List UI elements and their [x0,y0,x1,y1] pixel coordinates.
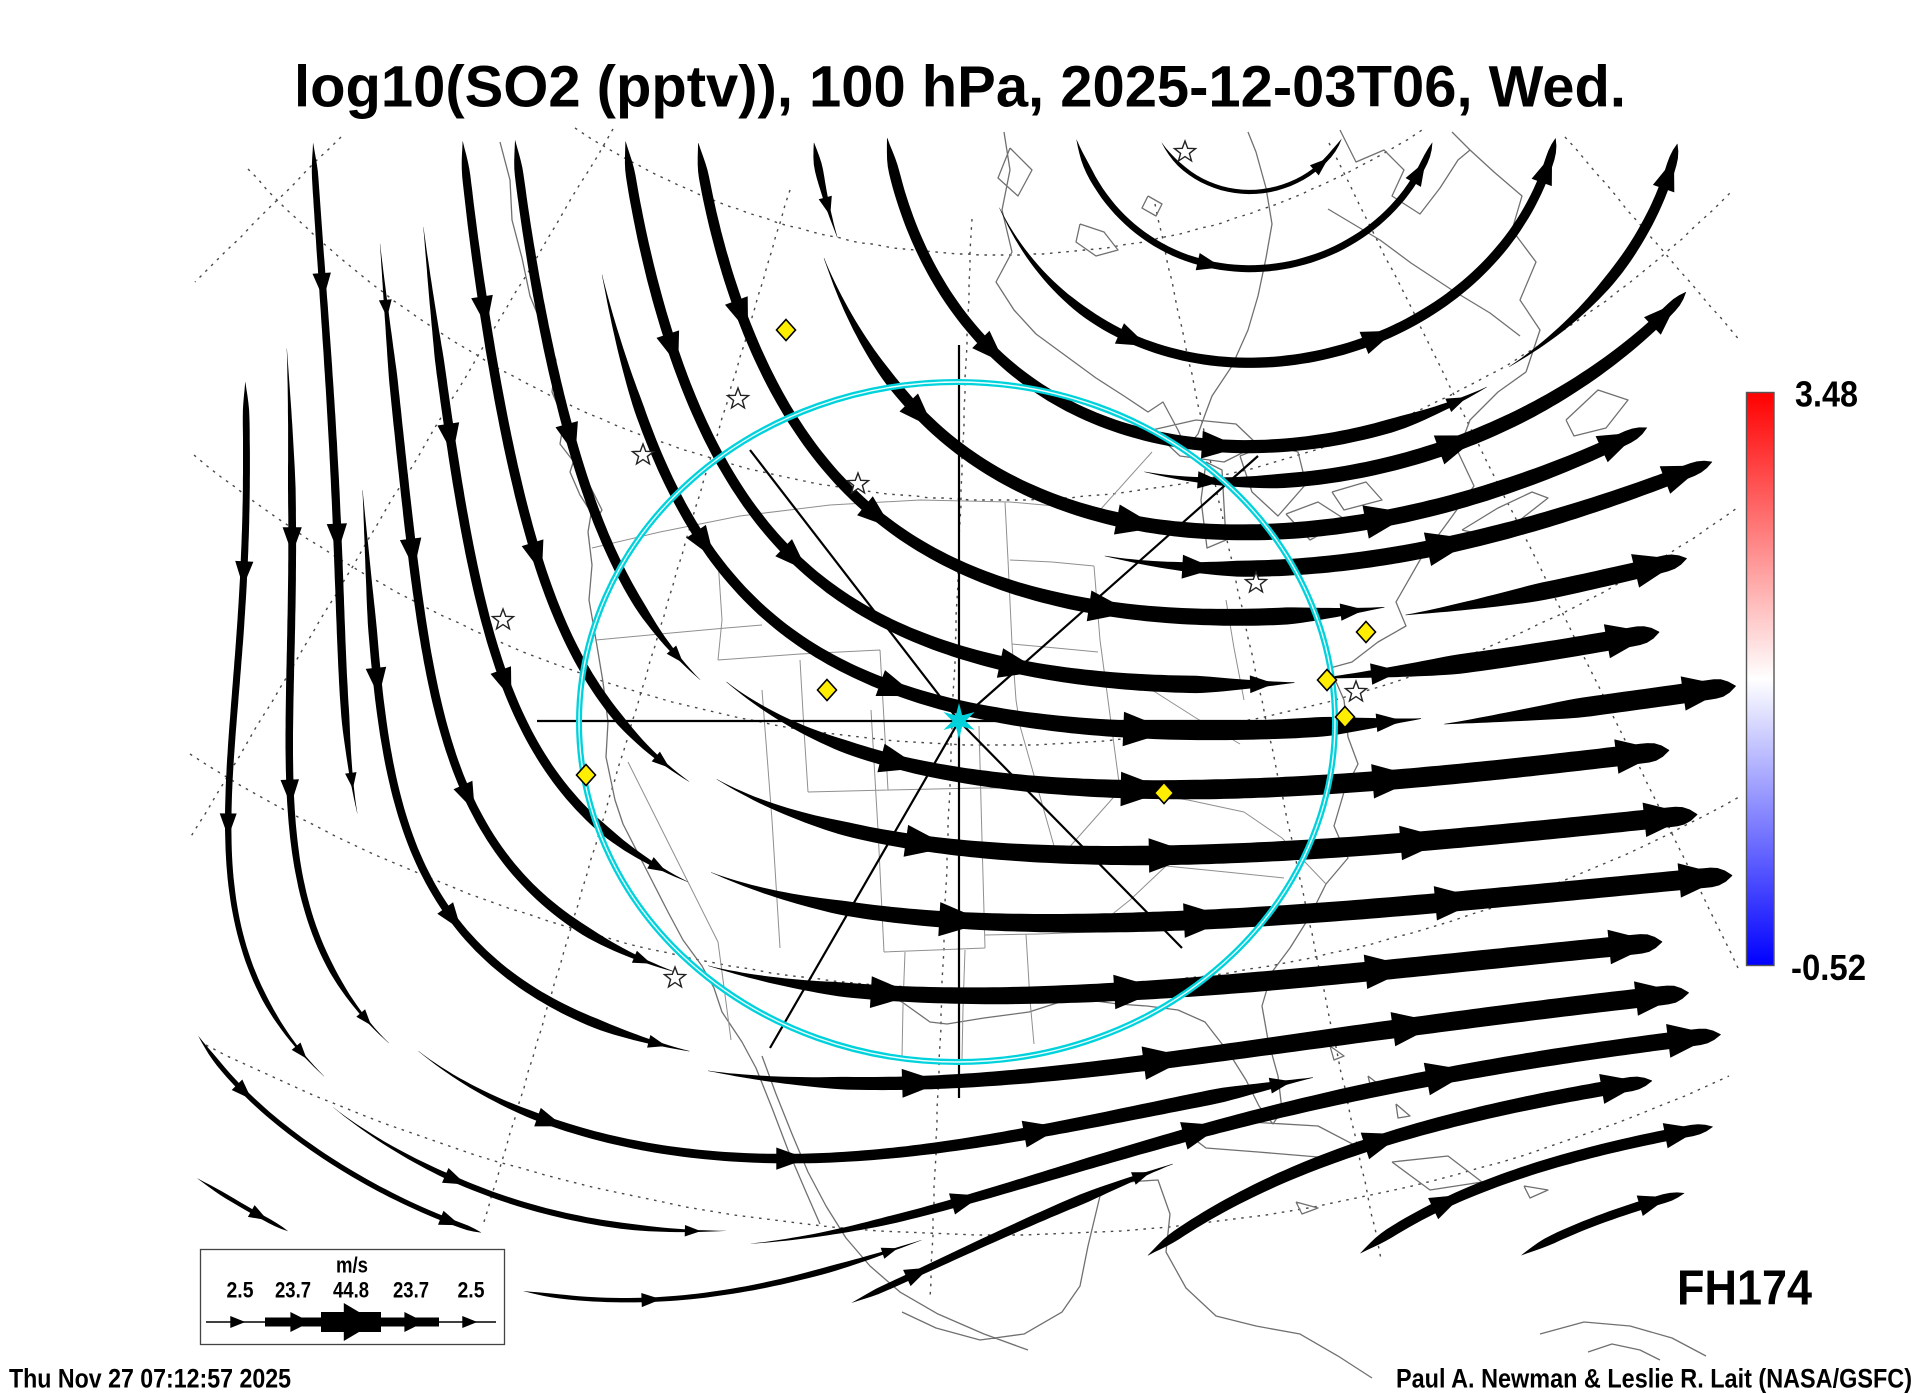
svg-text:log10(SO2 (pptv)), 100 hPa, 20: log10(SO2 (pptv)), 100 hPa, 2025-12-03T0… [294,54,1626,119]
svg-text:2.5: 2.5 [227,1278,254,1303]
svg-text:23.7: 23.7 [393,1278,429,1303]
svg-text:FH174: FH174 [1677,1261,1812,1316]
svg-text:44.8: 44.8 [333,1278,369,1303]
svg-text:-0.52: -0.52 [1791,947,1866,988]
svg-text:m/s: m/s [336,1253,368,1278]
svg-text:Thu Nov 27 07:12:57 2025: Thu Nov 27 07:12:57 2025 [9,1364,291,1394]
svg-text:Paul A. Newman & Leslie R. Lai: Paul A. Newman & Leslie R. Lait (NASA/GS… [1396,1364,1912,1394]
svg-text:3.48: 3.48 [1795,374,1858,415]
svg-text:2.5: 2.5 [458,1278,485,1303]
svg-text:23.7: 23.7 [275,1278,311,1303]
